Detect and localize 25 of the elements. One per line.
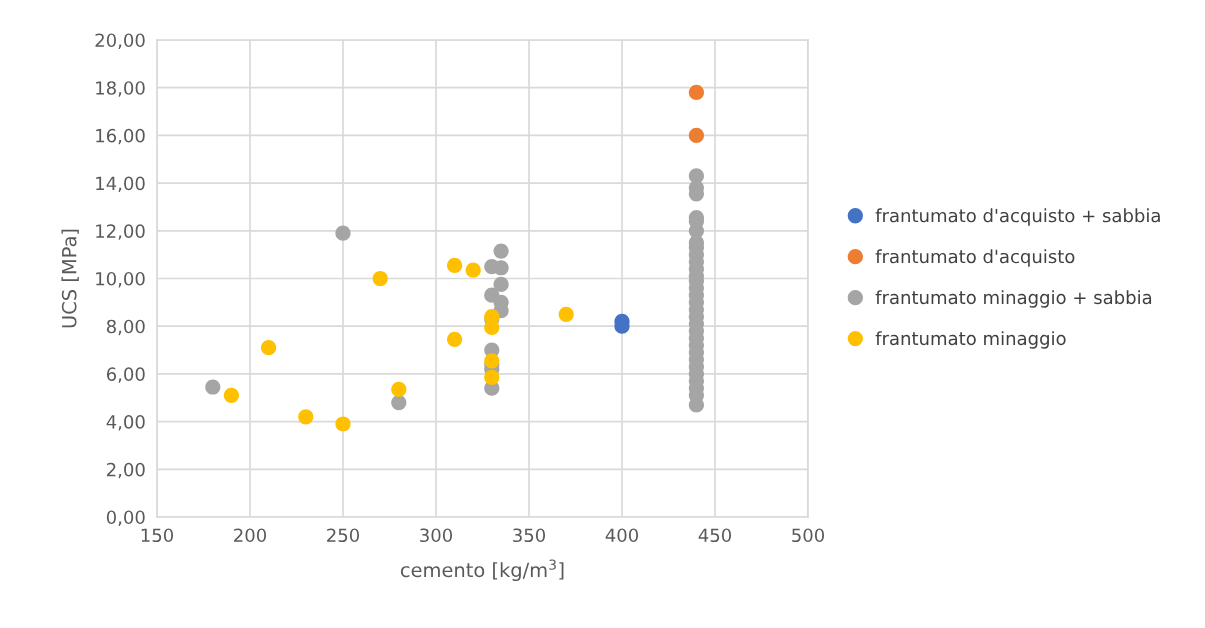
x-tick-label: 300	[420, 528, 453, 543]
y-tick-label: 16,00	[96, 128, 145, 145]
y-tick-label: 12,00	[96, 224, 145, 240]
y-tick-label: 8,00	[106, 319, 145, 336]
y-tick-label: 18,00	[96, 81, 145, 97]
x-tick-label: 400	[605, 528, 639, 543]
x-tick-label: 200	[234, 528, 267, 543]
x-axis-title: cemento [kg/m$^{3}$]	[400, 559, 564, 582]
y-tick-label: 0,00	[106, 510, 145, 526]
y-tick-label: 6,00	[106, 367, 145, 383]
y-tick-label: 14,00	[96, 176, 145, 193]
x-tick-label: 450	[698, 528, 732, 543]
legend-label: frantumato d'acquisto + sabbia	[875, 208, 1160, 226]
x-tick-label: 350	[513, 528, 546, 543]
y-tick-label: 4,00	[106, 415, 145, 431]
legend-label: frantumato minaggio + sabbia	[875, 290, 1152, 308]
y-tick-label: 20,00	[95, 33, 145, 49]
y-tick-label: 2,00	[107, 462, 145, 479]
y-tick-label: 10,00	[96, 271, 145, 288]
x-tick-label: 250	[327, 528, 360, 543]
x-tick-label: 150	[141, 528, 174, 543]
legend-label: frantumato d'acquisto	[875, 249, 1075, 267]
y-axis-title: UCS [MPa]	[61, 229, 79, 328]
x-tick-label: 500	[792, 528, 825, 543]
legend-label: frantumato minaggio	[875, 331, 1066, 349]
